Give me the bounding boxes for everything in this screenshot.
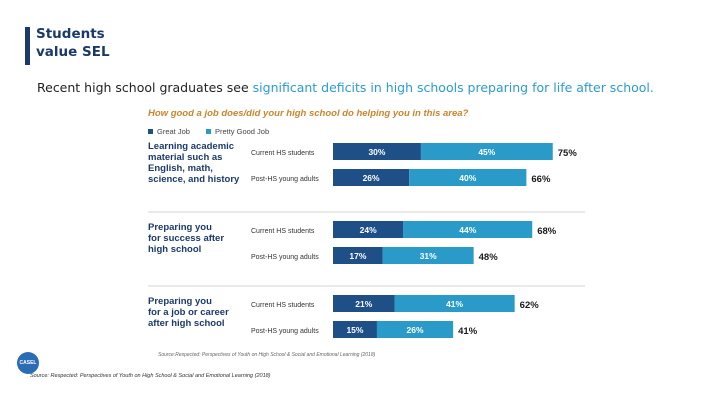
group-label: science, and history (148, 174, 240, 185)
group-label: Learning academic (148, 141, 234, 152)
slide-title: Students value SEL (36, 25, 110, 61)
bar-great (333, 295, 395, 312)
bar-pretty-good (403, 221, 533, 238)
data-label-pretty-good: 44% (459, 225, 476, 235)
row-label: Current HS students (251, 228, 315, 235)
title-accent-bar (25, 27, 30, 65)
bar-great (333, 169, 410, 186)
legend-swatch-great (148, 129, 153, 134)
slide-title-line1: Students (36, 26, 105, 42)
bar-pretty-good (394, 295, 515, 312)
subtitle-prefix: Recent high school graduates see (37, 80, 253, 95)
data-label-total: 68% (537, 226, 557, 237)
group-label: for a job or career (148, 307, 229, 318)
bar-pretty-good (382, 247, 474, 264)
bar-great (333, 321, 377, 338)
row-label: Post-HS young adults (251, 176, 319, 183)
data-label-great: 17% (349, 251, 366, 261)
group-label: English, math, (148, 163, 213, 174)
group-label: material such as (148, 152, 222, 163)
row-label: Current HS students (251, 302, 315, 309)
data-label-pretty-good: 40% (459, 173, 476, 183)
bar-great (333, 247, 383, 264)
row-label: Current HS students (251, 150, 315, 157)
group-label: high school (148, 244, 201, 255)
group-label: Preparing you (148, 222, 212, 233)
data-label-pretty-good: 41% (446, 299, 463, 309)
data-label-total: 41% (458, 326, 478, 337)
data-label-great: 24% (360, 225, 377, 235)
bar-great (333, 221, 404, 238)
bar-great (333, 143, 421, 160)
data-label-pretty-good: 31% (420, 251, 437, 261)
group-label: after high school (148, 318, 225, 329)
bar-pretty-good (420, 143, 553, 160)
data-label-great: 21% (355, 299, 372, 309)
data-label-great: 26% (363, 173, 380, 183)
data-label-total: 75% (558, 148, 578, 159)
legend-label-pretty-good: Pretty Good Job (214, 127, 270, 136)
group-label: Preparing you (148, 296, 212, 307)
data-label-pretty-good: 45% (478, 147, 495, 157)
legend-item-pretty-good: Pretty Good Job (205, 127, 270, 136)
legend-swatch-pretty-good (205, 129, 211, 134)
group-label: for success after (148, 233, 224, 244)
subtitle-highlight: significant deficits in high schools pre… (252, 80, 654, 95)
casel-logo: CASEL (17, 352, 39, 374)
data-label-total: 48% (479, 252, 499, 263)
data-label-great: 30% (368, 147, 385, 157)
data-label-total: 62% (520, 300, 540, 311)
chart-question: How good a job does/did your high school… (148, 108, 469, 119)
chart-legend: Great Job Pretty Good Job (148, 127, 269, 136)
slide-title-line2: value SEL (36, 44, 110, 60)
row-label: Post-HS young adults (251, 328, 319, 335)
row-label: Post-HS young adults (251, 254, 319, 261)
legend-label-great: Great Job (157, 127, 190, 136)
chart-source: Source:Respected: Perspectives of Youth … (158, 352, 376, 358)
data-label-pretty-good: 26% (407, 325, 424, 335)
data-label-total: 66% (531, 174, 551, 185)
data-label-great: 15% (346, 325, 363, 335)
footnote: Source: Respected: Perspectives of Youth… (30, 373, 271, 379)
bar-pretty-good (376, 321, 454, 338)
legend-item-great: Great Job (148, 127, 190, 136)
slide-subtitle: Recent high school graduates see signifi… (37, 80, 654, 95)
bar-pretty-good (409, 169, 527, 186)
